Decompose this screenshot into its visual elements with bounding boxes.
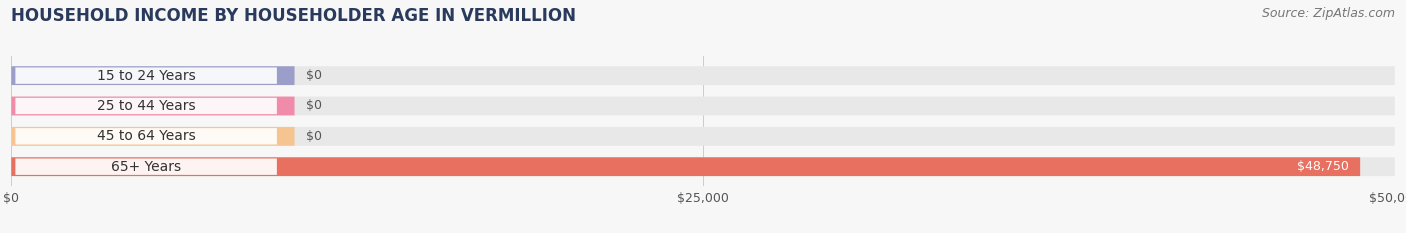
FancyBboxPatch shape xyxy=(11,127,1395,146)
FancyBboxPatch shape xyxy=(11,157,1360,176)
Text: Source: ZipAtlas.com: Source: ZipAtlas.com xyxy=(1261,7,1395,20)
Text: $0: $0 xyxy=(305,99,322,113)
Text: 65+ Years: 65+ Years xyxy=(111,160,181,174)
FancyBboxPatch shape xyxy=(15,128,277,144)
FancyBboxPatch shape xyxy=(11,97,294,115)
Text: $48,750: $48,750 xyxy=(1298,160,1350,173)
FancyBboxPatch shape xyxy=(11,66,1395,85)
FancyBboxPatch shape xyxy=(11,157,1395,176)
Text: $0: $0 xyxy=(305,130,322,143)
FancyBboxPatch shape xyxy=(11,66,294,85)
FancyBboxPatch shape xyxy=(15,158,277,175)
Text: $0: $0 xyxy=(305,69,322,82)
FancyBboxPatch shape xyxy=(15,67,277,84)
Text: 25 to 44 Years: 25 to 44 Years xyxy=(97,99,195,113)
Text: HOUSEHOLD INCOME BY HOUSEHOLDER AGE IN VERMILLION: HOUSEHOLD INCOME BY HOUSEHOLDER AGE IN V… xyxy=(11,7,576,25)
FancyBboxPatch shape xyxy=(11,127,294,146)
FancyBboxPatch shape xyxy=(15,98,277,114)
Text: 15 to 24 Years: 15 to 24 Years xyxy=(97,69,195,83)
FancyBboxPatch shape xyxy=(11,97,1395,115)
Text: 45 to 64 Years: 45 to 64 Years xyxy=(97,129,195,143)
